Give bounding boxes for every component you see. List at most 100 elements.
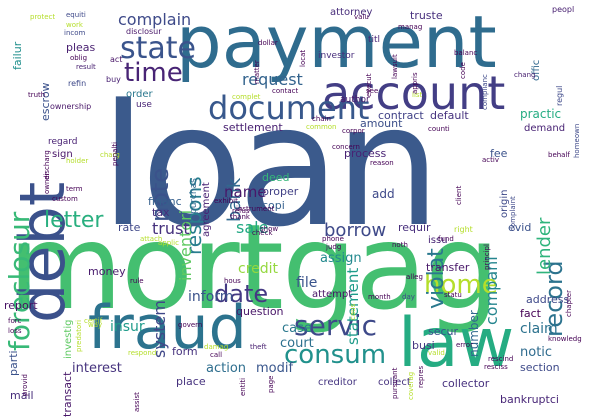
word-agreement: agreement: [201, 182, 212, 237]
word-author: author: [340, 95, 370, 105]
word-statu: statu: [444, 291, 462, 299]
word-refin: refin: [68, 79, 87, 88]
word-manag: manag: [398, 23, 423, 31]
word-fund: fund: [438, 235, 454, 243]
word-court: court: [280, 336, 314, 351]
word-borrow: borrow: [324, 220, 387, 241]
word-financ: financ: [148, 195, 182, 208]
word-number: number: [467, 310, 481, 357]
word-list: list: [412, 91, 423, 99]
word-loss: loss: [8, 327, 22, 335]
word-instrument: instrument: [236, 205, 275, 213]
word-sign: sign: [52, 149, 73, 160]
word-rate: rate: [118, 221, 141, 234]
word-servic: servic: [294, 309, 378, 342]
word-mail: mail: [10, 389, 34, 402]
word-work: work: [66, 21, 83, 29]
word-check: check: [252, 229, 273, 237]
word-creditor: creditor: [318, 377, 357, 388]
word-phone: phone: [322, 235, 344, 243]
word-charg: charg: [100, 151, 120, 159]
word-error: error: [456, 341, 473, 349]
word-insur: insur: [110, 319, 145, 335]
word-judg: judg: [326, 243, 342, 251]
word-payment: payment: [176, 0, 497, 84]
word-state: state: [120, 31, 196, 66]
word-notic: notic: [520, 345, 553, 360]
word-common: common: [306, 123, 337, 131]
word-disclosur: disclosur: [126, 27, 162, 36]
word-loan: loan: [100, 68, 441, 264]
word-truth: truth: [28, 91, 46, 99]
word-address: address: [526, 293, 570, 306]
word-time: time: [124, 58, 183, 88]
word-corpor: corpor: [342, 127, 365, 135]
word-thank: thank: [230, 213, 250, 221]
word-proper: proper: [262, 185, 299, 198]
word-investig: investig: [63, 319, 74, 359]
word-deed: deed: [262, 171, 290, 184]
word-way: way: [88, 321, 103, 329]
word-concern: concern: [332, 143, 360, 151]
word-question: question: [236, 305, 284, 318]
word-inform: inform: [188, 289, 234, 305]
word-right: right: [454, 225, 473, 234]
word-peopl: peopl: [552, 5, 575, 14]
word-settlement: settlement: [223, 121, 283, 134]
word-locat: locat: [299, 49, 307, 67]
word-hous: hous: [224, 277, 241, 285]
word-applic: applic: [158, 239, 179, 247]
word-consum: consum: [284, 340, 387, 370]
word-credit: credit: [238, 261, 279, 277]
word-buy: buy: [106, 75, 121, 84]
word-appris: appris: [411, 72, 419, 94]
word-fact: fact: [520, 307, 541, 320]
word-investor: investor: [318, 51, 355, 61]
word-process: process: [344, 147, 387, 160]
word-oblig: oblig: [70, 54, 88, 62]
word-result: result: [76, 63, 96, 71]
word-holder: holder: [66, 157, 89, 165]
word-regul: regul: [555, 85, 564, 106]
word-exhibit: exhibit: [214, 197, 238, 205]
word-ownership: ownership: [50, 102, 92, 111]
word-busi: busi: [412, 339, 435, 352]
word-lawsuit: lawsuit: [391, 54, 399, 79]
word-pursuant: pursuant: [391, 367, 399, 399]
word-secur: secur: [428, 325, 459, 338]
word-lender: lender: [534, 217, 555, 275]
word-failur: failur: [11, 41, 24, 70]
word-collect: collect: [378, 377, 411, 388]
word-attorney: attorney: [330, 7, 373, 18]
word-execut: execut: [365, 73, 373, 97]
word-valid: valid: [428, 349, 445, 357]
word-mortgag: mortgag: [8, 198, 500, 336]
word-rule: rule: [130, 277, 144, 285]
word-govern: govern: [178, 321, 203, 329]
word-regard: regard: [48, 137, 78, 147]
word-month: month: [368, 293, 391, 301]
word-page: page: [267, 375, 275, 393]
word-trust: trust: [152, 219, 190, 238]
word-protect: protect: [30, 13, 56, 21]
word-homeown: homeown: [573, 123, 581, 158]
word-modif: modif: [256, 361, 294, 376]
word-claim: claim: [520, 321, 558, 337]
word-home: home: [424, 270, 498, 300]
word-transact: transact: [61, 371, 74, 417]
word-copi: copi: [262, 199, 285, 212]
word-request: request: [242, 70, 303, 89]
word-tax: tax: [152, 206, 170, 219]
word-file: file: [296, 275, 318, 291]
word-issu: issu: [428, 235, 448, 246]
word-reason: reason: [370, 159, 394, 167]
word-counti: counti: [428, 125, 450, 133]
word-equiti: equiti: [66, 11, 86, 19]
word-custom: custom: [52, 195, 78, 203]
word-discharg: discharg: [43, 150, 51, 180]
word-alleg: alleg: [406, 273, 423, 281]
word-knowledg: knowledg: [548, 335, 582, 343]
word-chang: chang: [514, 71, 536, 79]
word-bankruptci: bankruptci: [500, 393, 559, 406]
